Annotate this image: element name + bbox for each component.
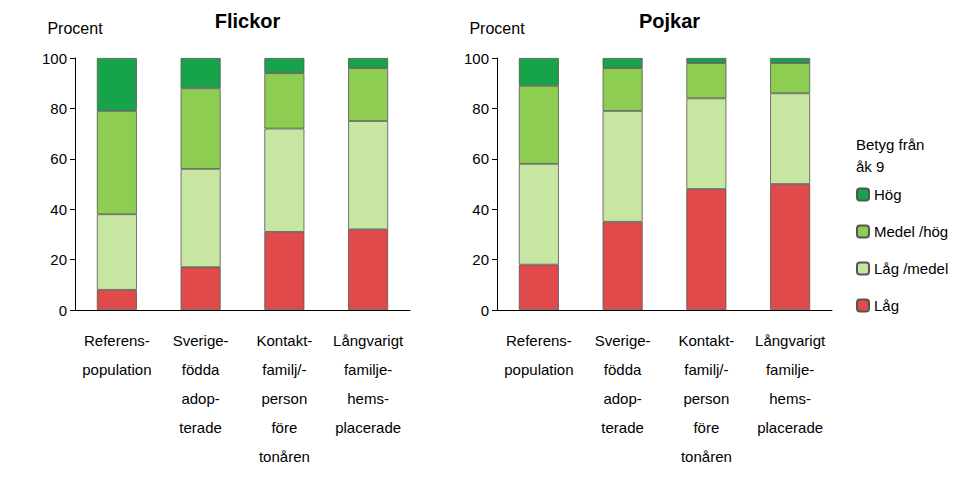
svg-text:100: 100 xyxy=(42,50,67,67)
svg-text:Kontakt-: Kontakt- xyxy=(256,332,312,349)
svg-text:Långvarigt: Långvarigt xyxy=(755,332,826,349)
svg-text:tonåren: tonåren xyxy=(681,448,732,465)
svg-text:80: 80 xyxy=(472,100,489,117)
svg-text:population: population xyxy=(82,361,151,378)
svg-text:0: 0 xyxy=(59,302,67,319)
svg-text:placerade: placerade xyxy=(335,419,401,436)
svg-text:Referens-: Referens- xyxy=(84,332,150,349)
svg-text:Flickor: Flickor xyxy=(215,10,281,32)
svg-text:100: 100 xyxy=(464,50,489,67)
svg-text:60: 60 xyxy=(50,150,67,167)
svg-text:0: 0 xyxy=(481,302,489,319)
svg-text:Långvarigt: Långvarigt xyxy=(333,332,404,349)
svg-text:Pojkar: Pojkar xyxy=(639,10,700,32)
svg-text:Hög: Hög xyxy=(874,186,902,203)
svg-text:födda: födda xyxy=(604,361,642,378)
svg-text:hems-: hems- xyxy=(347,390,389,407)
svg-text:60: 60 xyxy=(472,150,489,167)
svg-text:terade: terade xyxy=(601,419,644,436)
svg-text:före: före xyxy=(271,419,297,436)
svg-text:födda: födda xyxy=(182,361,220,378)
svg-text:adop-: adop- xyxy=(603,390,641,407)
svg-text:Sverige-: Sverige- xyxy=(173,332,229,349)
svg-text:person: person xyxy=(683,390,729,407)
svg-text:familj/-: familj/- xyxy=(684,361,728,378)
svg-text:20: 20 xyxy=(50,251,67,268)
svg-text:tonåren: tonåren xyxy=(259,448,310,465)
svg-text:40: 40 xyxy=(472,201,489,218)
svg-text:Låg: Låg xyxy=(874,297,899,314)
svg-text:Procent: Procent xyxy=(469,20,525,37)
svg-text:80: 80 xyxy=(50,100,67,117)
svg-text:hems-: hems- xyxy=(769,390,811,407)
svg-text:40: 40 xyxy=(50,201,67,218)
svg-text:Referens-: Referens- xyxy=(506,332,572,349)
svg-text:före: före xyxy=(693,419,719,436)
svg-text:Procent: Procent xyxy=(47,20,103,37)
svg-text:Sverige-: Sverige- xyxy=(595,332,651,349)
svg-text:placerade: placerade xyxy=(757,419,823,436)
svg-text:Betyg från: Betyg från xyxy=(856,136,929,153)
svg-text:population: population xyxy=(504,361,573,378)
svg-text:Kontakt-: Kontakt- xyxy=(678,332,734,349)
svg-text:adop-: adop- xyxy=(181,390,219,407)
svg-text:Låg /medel: Låg /medel xyxy=(874,260,948,277)
svg-text:åk 9: åk 9 xyxy=(856,158,884,175)
svg-text:person: person xyxy=(261,390,307,407)
svg-text:terade: terade xyxy=(179,419,222,436)
svg-text:familje-: familje- xyxy=(344,361,392,378)
svg-text:familj/-: familj/- xyxy=(262,361,306,378)
svg-text:Medel /hög: Medel /hög xyxy=(874,223,948,240)
svg-text:familje-: familje- xyxy=(766,361,814,378)
svg-text:20: 20 xyxy=(472,251,489,268)
